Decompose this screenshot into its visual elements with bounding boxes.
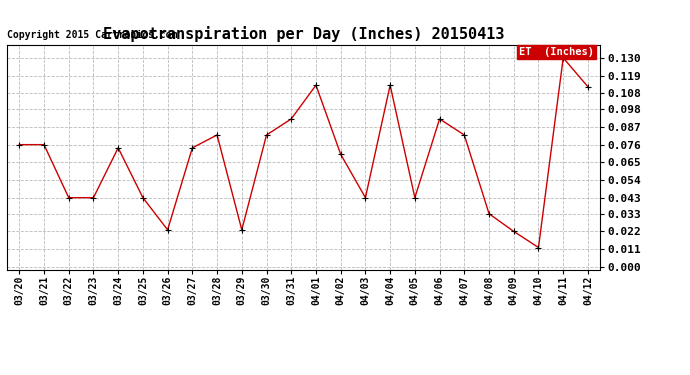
Text: ET  (Inches): ET (Inches) [520, 47, 594, 57]
Title: Evapotranspiration per Day (Inches) 20150413: Evapotranspiration per Day (Inches) 2015… [103, 27, 504, 42]
Text: Copyright 2015 Cartronics.com: Copyright 2015 Cartronics.com [7, 30, 177, 40]
